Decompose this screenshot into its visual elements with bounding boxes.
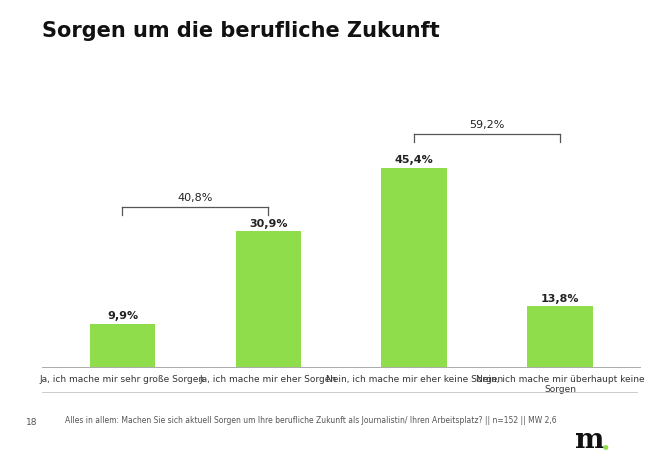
Bar [527, 307, 593, 367]
Text: .: . [601, 428, 610, 455]
Text: 9,9%: 9,9% [107, 310, 138, 320]
Text: 59,2%: 59,2% [469, 120, 505, 130]
Text: 13,8%: 13,8% [541, 293, 579, 303]
Text: 18: 18 [26, 417, 38, 426]
Text: Alles in allem: Machen Sie sich aktuell Sorgen um Ihre berufliche Zukunft als Jo: Alles in allem: Machen Sie sich aktuell … [65, 415, 556, 425]
Text: Sorgen um die berufliche Zukunft: Sorgen um die berufliche Zukunft [42, 21, 440, 40]
Bar [382, 168, 447, 367]
Bar [90, 324, 155, 367]
Text: 45,4%: 45,4% [395, 155, 434, 165]
Text: 30,9%: 30,9% [249, 218, 287, 229]
Text: m: m [575, 426, 604, 453]
Text: 40,8%: 40,8% [177, 192, 213, 202]
Bar [235, 232, 301, 367]
